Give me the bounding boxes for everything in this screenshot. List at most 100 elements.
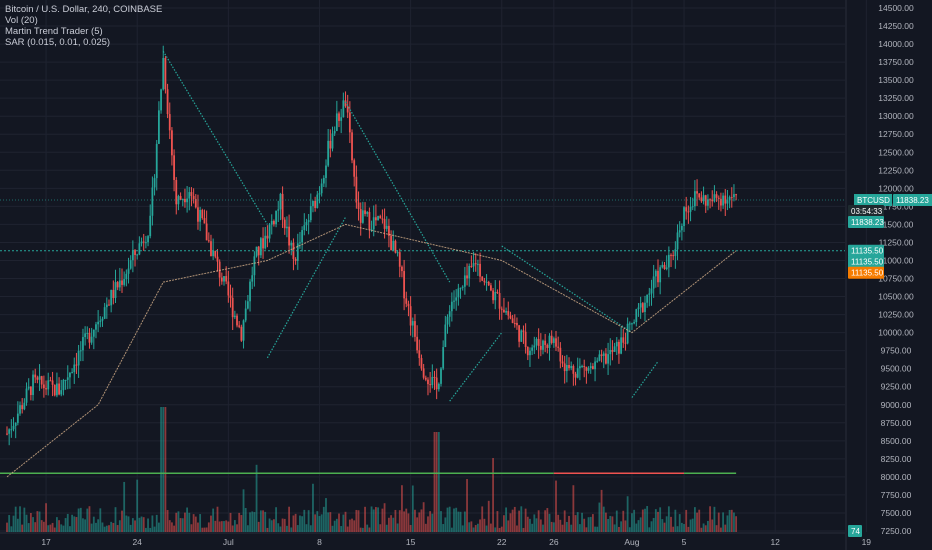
volume-bar (29, 513, 32, 532)
candle-body (698, 193, 701, 198)
candle-body (92, 329, 95, 337)
candle-body (190, 192, 193, 196)
volume-bar (99, 508, 102, 532)
candle-body (303, 225, 306, 231)
candle-body (720, 198, 722, 206)
candle-body (394, 240, 397, 253)
volume-bar (639, 517, 642, 532)
candle-body (576, 368, 579, 378)
candle-body (529, 350, 531, 356)
candle-body (66, 377, 69, 380)
candle-body (279, 193, 282, 210)
volume-bar (654, 509, 657, 532)
volume-bar (648, 527, 651, 532)
volume-bar (160, 407, 162, 532)
volume-bar (366, 524, 369, 532)
volume-bar (524, 508, 527, 532)
volume-bar (229, 512, 232, 532)
candle-body (565, 365, 568, 372)
candle-body (344, 100, 347, 107)
candle-body (561, 361, 564, 364)
volume-bar (95, 522, 97, 532)
volume-bar (446, 507, 449, 532)
candle-body (713, 194, 716, 202)
candle-body (138, 243, 141, 255)
price-tick-label: 8250.00 (881, 454, 912, 464)
candle-body (73, 364, 76, 373)
candle-body (533, 345, 536, 348)
symbol-title[interactable]: Bitcoin / U.S. Dollar, 240, COINBASE (5, 4, 163, 15)
volume-bar (253, 512, 256, 532)
volume-bar (476, 523, 479, 532)
candle-body (598, 354, 601, 361)
candle-body (388, 225, 390, 236)
volume-bar (186, 507, 189, 532)
volume-bar (10, 526, 13, 532)
volume-bar (633, 509, 636, 532)
candle-body (516, 322, 518, 326)
volume-bar (548, 513, 551, 532)
volume-bar (286, 525, 288, 532)
time-scale[interactable]: 17 24 Jul 8 15 22 26 Aug 5 12 19 (0, 532, 871, 547)
volume-bar (110, 521, 113, 532)
volume-bar (162, 407, 165, 532)
candle-body (368, 211, 371, 230)
candle-body (646, 294, 649, 303)
candle-body (592, 366, 594, 370)
candle-body (396, 252, 399, 254)
candle-body (555, 338, 557, 347)
volume-bar (680, 522, 683, 532)
volume-bar (641, 509, 644, 532)
volume-value-tag-text: 74 (851, 527, 860, 536)
volume-bar (424, 523, 427, 532)
volume-bar (179, 518, 182, 532)
candle-body (203, 218, 206, 224)
price-tick-label: 9000.00 (881, 400, 912, 410)
volume-bar (520, 506, 523, 532)
volume-bar (246, 525, 249, 532)
candle-body (114, 282, 117, 298)
candle-body (205, 223, 208, 241)
price-tick-label: 12000.00 (878, 183, 914, 193)
candle-body (422, 368, 425, 378)
volume-bar (344, 511, 347, 532)
volume-bar (49, 524, 52, 532)
volume-bar (34, 522, 37, 532)
candle-body (659, 267, 662, 283)
volume-bar (414, 509, 416, 532)
candle-body (683, 207, 685, 226)
candle-body (10, 429, 13, 431)
volume-bar (390, 515, 392, 532)
candle-body (333, 131, 336, 134)
candle-body (97, 321, 100, 325)
volume-bar (600, 489, 603, 532)
candle-body (14, 422, 17, 426)
candle-body (75, 364, 78, 366)
sar-indicator-label[interactable]: SAR (0.015, 0.01, 0.025) (5, 37, 111, 48)
price-tags: BTCUSD 11838.2303:54:3311838.2311135.5011… (848, 194, 932, 537)
volume-bar (513, 506, 516, 532)
candle-body (103, 307, 106, 319)
candle-body (711, 199, 714, 202)
candle-body (116, 282, 119, 288)
level-tag-3: 11135.50 (848, 266, 884, 279)
volume-bar (539, 519, 542, 532)
last-price-tag-text: 11838.23 (896, 196, 929, 205)
volume-bar (559, 519, 562, 532)
volume-indicator-label[interactable]: Vol (20) (5, 15, 38, 26)
volume-bar (457, 511, 460, 532)
volume-bar (709, 506, 711, 532)
volume-bar (628, 527, 631, 532)
volume-bar (112, 522, 115, 532)
volume-bar (144, 527, 147, 532)
martin-trend-indicator-label[interactable]: Martin Trend Trader (5) (5, 26, 103, 37)
candle-body (498, 293, 501, 309)
volume-bar (691, 518, 694, 532)
candle-body (231, 297, 234, 318)
volume-bar (114, 507, 117, 532)
volume-bar (177, 511, 180, 532)
volume-bar (21, 524, 24, 532)
candle-body (8, 429, 11, 434)
price-scale[interactable]: 14500.00 14250.00 14000.00 13750.00 13500.00… (845, 0, 914, 550)
